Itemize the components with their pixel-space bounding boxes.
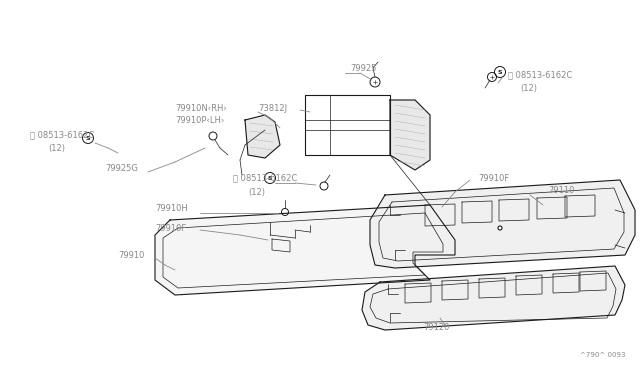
Text: 79910N‹RH›: 79910N‹RH› <box>175 103 227 112</box>
Text: S: S <box>86 135 90 141</box>
Text: 73812J: 73812J <box>258 103 287 112</box>
Text: Ⓢ 08513-6162C: Ⓢ 08513-6162C <box>508 71 572 80</box>
Text: (12): (12) <box>48 144 65 153</box>
Text: Ⓢ 08513-6162C: Ⓢ 08513-6162C <box>30 131 94 140</box>
Polygon shape <box>370 180 635 268</box>
Text: ^790^ 0093: ^790^ 0093 <box>579 352 625 358</box>
Text: Ⓢ 08513-6162C: Ⓢ 08513-6162C <box>233 173 297 183</box>
Polygon shape <box>362 266 625 330</box>
Text: 79110: 79110 <box>548 186 574 195</box>
Polygon shape <box>390 100 430 170</box>
Text: 79120: 79120 <box>423 324 449 333</box>
Text: 79925G: 79925G <box>105 164 138 173</box>
Text: 79910F: 79910F <box>478 173 509 183</box>
Text: (12): (12) <box>248 187 265 196</box>
Text: 79910: 79910 <box>118 250 145 260</box>
Text: 79925: 79925 <box>350 64 376 73</box>
Text: 79910F: 79910F <box>155 224 186 232</box>
Polygon shape <box>155 205 455 295</box>
Text: (12): (12) <box>520 83 537 93</box>
Text: S: S <box>498 70 502 74</box>
Polygon shape <box>245 115 280 158</box>
Text: 79910P‹LH›: 79910P‹LH› <box>175 115 224 125</box>
Circle shape <box>498 226 502 230</box>
Text: 79910H: 79910H <box>155 203 188 212</box>
Text: S: S <box>268 176 272 180</box>
